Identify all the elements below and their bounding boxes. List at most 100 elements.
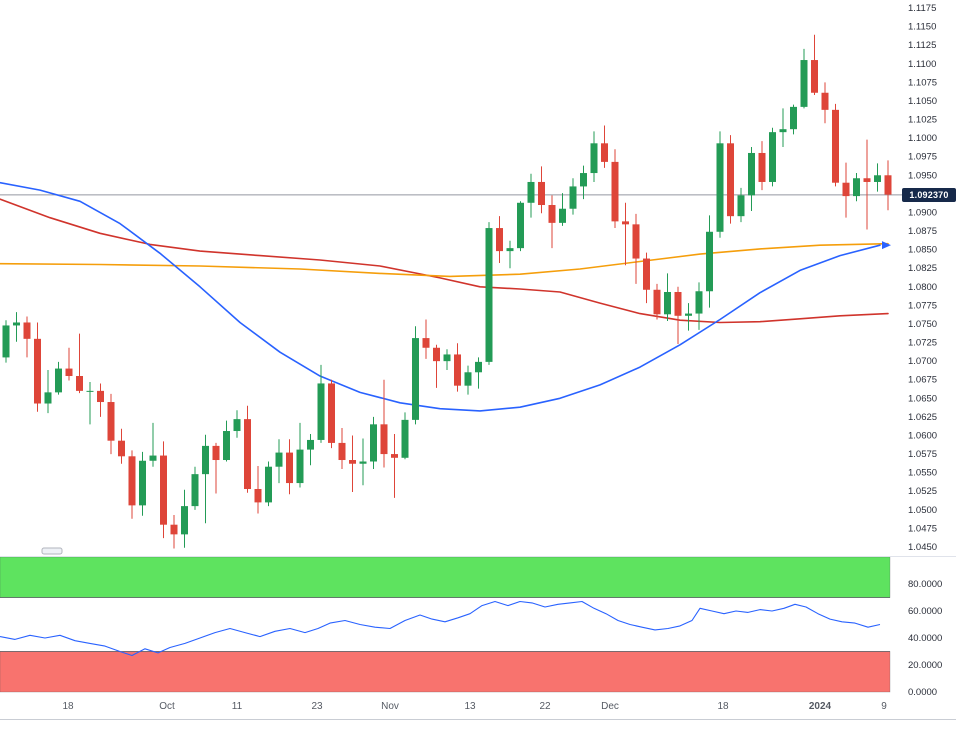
candle[interactable] [559, 193, 566, 226]
candle[interactable] [412, 326, 419, 425]
candle[interactable] [475, 357, 482, 389]
candle[interactable] [317, 364, 325, 443]
candle[interactable] [422, 319, 430, 359]
candle[interactable] [884, 160, 892, 211]
candle[interactable] [233, 410, 241, 438]
candle[interactable] [779, 108, 787, 148]
time-tick-label: Oct [159, 701, 175, 712]
candle[interactable] [44, 370, 52, 414]
candle-body [601, 143, 608, 162]
candle[interactable] [727, 135, 734, 224]
candle[interactable] [254, 465, 262, 514]
candle[interactable] [748, 147, 755, 211]
candle[interactable] [349, 435, 356, 492]
ma-red-line[interactable] [0, 198, 889, 324]
candle[interactable] [506, 240, 514, 269]
candle[interactable] [86, 381, 94, 425]
candle[interactable] [65, 347, 73, 381]
candle[interactable] [370, 416, 377, 469]
candle[interactable] [863, 139, 871, 230]
candle[interactable] [538, 166, 545, 214]
candle[interactable] [496, 216, 503, 264]
candle[interactable] [181, 489, 188, 548]
candle[interactable] [433, 344, 440, 388]
candle[interactable] [800, 48, 808, 109]
candle[interactable] [632, 213, 640, 284]
candle[interactable] [139, 451, 146, 516]
candle[interactable] [706, 215, 713, 308]
candlestick-series[interactable] [2, 34, 892, 549]
candle[interactable] [737, 187, 745, 223]
candle[interactable] [643, 252, 650, 304]
panel-resize-handle[interactable] [41, 547, 63, 555]
candle[interactable] [391, 433, 398, 498]
candle[interactable] [674, 286, 682, 345]
candle[interactable] [76, 333, 83, 394]
candle[interactable] [97, 383, 104, 417]
time-axis[interactable]: 18 Oct 11 23 Nov 13 22 Dec 18 2024 9 [62, 701, 887, 712]
candle[interactable] [716, 131, 724, 238]
candle[interactable] [338, 428, 346, 469]
ma-orange-line[interactable] [0, 242, 889, 278]
candle[interactable] [454, 343, 461, 392]
ma-blue-line[interactable] [0, 181, 881, 412]
candle[interactable] [107, 393, 115, 455]
candle[interactable] [569, 178, 577, 215]
candle[interactable] [401, 412, 409, 460]
candle[interactable] [622, 202, 629, 266]
candle[interactable] [664, 273, 671, 321]
candle[interactable] [160, 441, 167, 539]
candle[interactable] [23, 316, 31, 358]
candle[interactable] [853, 173, 860, 202]
candle[interactable] [55, 361, 62, 395]
candle[interactable] [149, 422, 157, 467]
oscillator-axis[interactable]: 80.0000 60.0000 40.0000 20.0000 0.0000 [908, 579, 942, 698]
candle[interactable] [296, 422, 304, 488]
candle[interactable] [265, 461, 272, 507]
candle[interactable] [443, 349, 451, 371]
candle[interactable] [128, 450, 136, 519]
candle[interactable] [685, 303, 692, 331]
candle[interactable] [212, 442, 220, 494]
candle[interactable] [2, 320, 10, 363]
candle[interactable] [769, 127, 776, 187]
oscillator-line[interactable] [0, 600, 881, 657]
candle[interactable] [485, 222, 493, 365]
candle[interactable] [611, 149, 619, 229]
candle[interactable] [275, 439, 283, 484]
price-tick-label: 1.1150 [908, 22, 936, 33]
candle[interactable] [34, 322, 41, 412]
candle[interactable] [244, 405, 251, 493]
candle[interactable] [517, 201, 524, 252]
candle[interactable] [191, 466, 199, 510]
candle-body [695, 291, 703, 314]
candle[interactable] [202, 434, 209, 524]
candle[interactable] [790, 104, 797, 135]
candle[interactable] [653, 283, 661, 320]
candle[interactable] [464, 365, 472, 395]
candle[interactable] [307, 433, 314, 466]
candle[interactable] [832, 103, 839, 187]
candle[interactable] [548, 195, 556, 249]
candle[interactable] [842, 162, 850, 218]
candle[interactable] [601, 125, 608, 168]
candle[interactable] [359, 438, 367, 486]
candle[interactable] [527, 173, 535, 218]
candle[interactable] [118, 428, 125, 464]
candle[interactable] [811, 34, 818, 95]
candle[interactable] [695, 282, 703, 330]
price-axis[interactable]: 1.0450 1.0475 1.0500 1.0525 1.0550 1.0575 1.06… [908, 3, 937, 553]
candle[interactable] [170, 515, 178, 549]
candle[interactable] [13, 312, 20, 342]
candle[interactable] [328, 379, 335, 449]
candle[interactable] [380, 379, 388, 468]
candle[interactable] [286, 439, 293, 495]
candle[interactable] [758, 141, 766, 191]
candle[interactable] [821, 82, 829, 124]
candle[interactable] [223, 420, 230, 462]
candle[interactable] [590, 131, 598, 182]
candle-body [832, 109, 839, 183]
candle[interactable] [874, 163, 881, 192]
candle[interactable] [580, 165, 587, 200]
